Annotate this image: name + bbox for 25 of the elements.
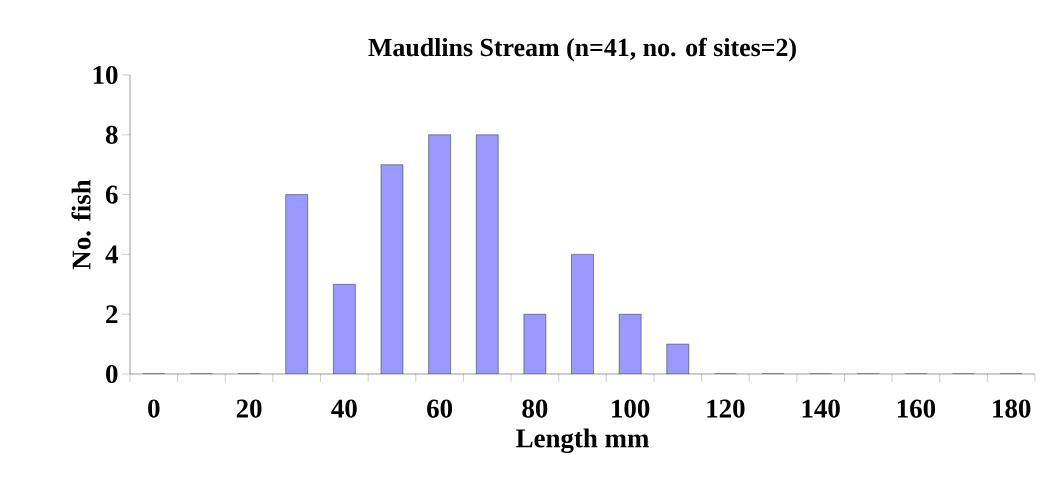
bar — [333, 284, 356, 374]
x-tick-label: 60 — [427, 399, 453, 418]
x-tick-label: 180 — [993, 399, 1031, 418]
x-axis-title: Length mm — [516, 428, 649, 454]
chart-title: Maudlins Stream (n=41, no. of sites=2) — [368, 37, 796, 62]
y-axis-title: No. fish — [71, 179, 91, 270]
bar — [285, 194, 308, 374]
x-tick-label: 100 — [612, 399, 650, 418]
y-tick-label: 4 — [105, 245, 118, 264]
x-tick-label: 140 — [802, 399, 840, 418]
y-tick-label: 0 — [106, 364, 118, 384]
x-tick-label: 160 — [897, 399, 936, 418]
bar — [571, 254, 594, 374]
y-tick-label: 6 — [105, 185, 118, 204]
y-tick-label: 2 — [106, 305, 118, 324]
bar — [476, 134, 499, 374]
y-tick-label: 8 — [105, 125, 118, 144]
y-tick-label: 10 — [93, 65, 118, 85]
x-tick-label: 20 — [236, 399, 262, 418]
x-tick-label: 0 — [148, 399, 160, 418]
x-tick-label: 80 — [522, 399, 548, 418]
x-tick-label: 40 — [331, 399, 357, 418]
bar — [380, 164, 403, 374]
x-tick-label: 120 — [707, 399, 745, 418]
bar — [428, 134, 451, 374]
